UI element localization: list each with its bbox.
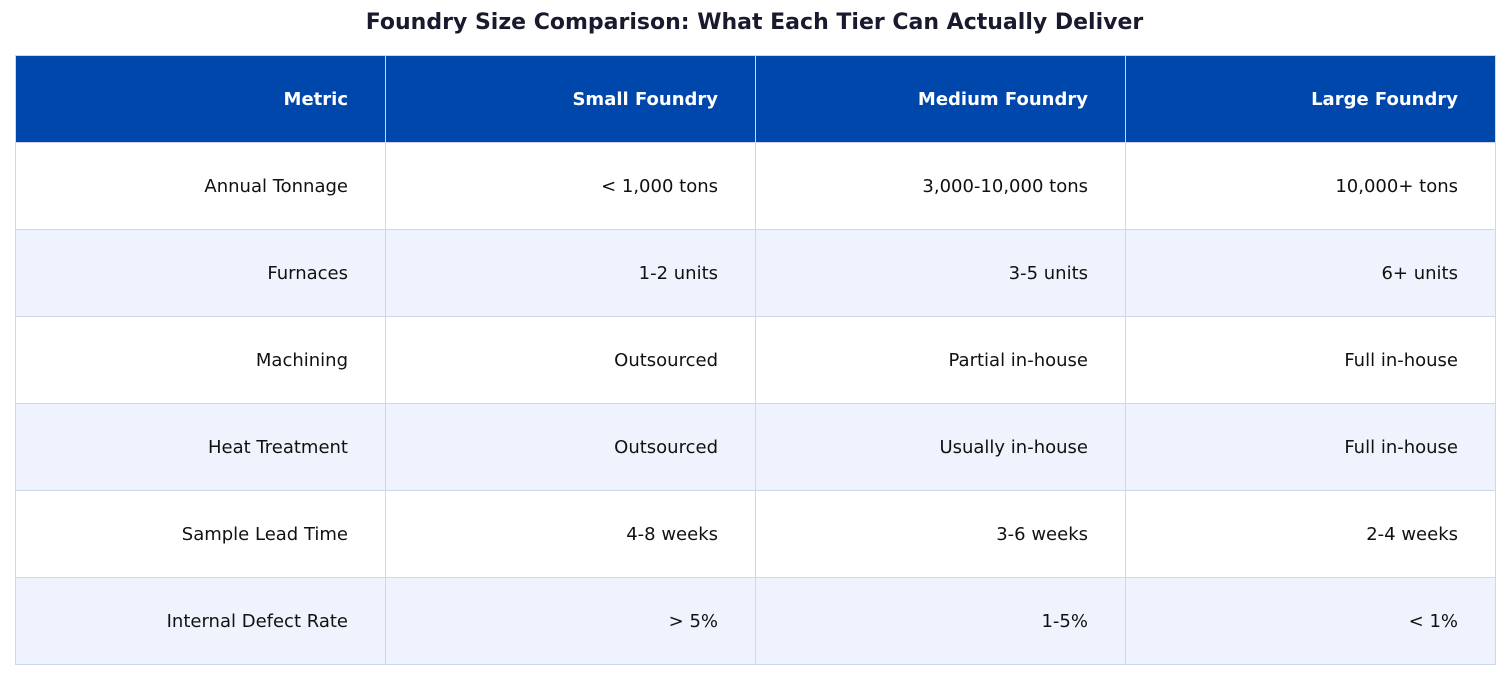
table-cell: 1-2 units: [385, 229, 756, 317]
row-label-cell: Furnaces: [15, 229, 386, 317]
table-row: Annual Tonnage < 1,000 tons 3,000-10,000…: [15, 142, 1496, 230]
table-cell: 6+ units: [1125, 229, 1496, 317]
row-label-cell: Heat Treatment: [15, 403, 386, 491]
chart-title: Foundry Size Comparison: What Each Tier …: [365, 10, 1144, 35]
table-row: Internal Defect Rate > 5% 1-5% < 1%: [15, 577, 1496, 665]
table-cell: 2-4 weeks: [1125, 490, 1496, 578]
table-cell: 1-5%: [755, 577, 1126, 665]
table-cell: Outsourced: [385, 316, 756, 404]
table-cell: Full in-house: [1125, 316, 1496, 404]
row-label-cell: Sample Lead Time: [15, 490, 386, 578]
header-cell-large: Large Foundry: [1125, 55, 1496, 143]
table-cell: < 1%: [1125, 577, 1496, 665]
table-cell: Outsourced: [385, 403, 756, 491]
table-cell: < 1,000 tons: [385, 142, 756, 230]
table-cell: Partial in-house: [755, 316, 1126, 404]
table-cell: Full in-house: [1125, 403, 1496, 491]
table-cell: 3-5 units: [755, 229, 1126, 317]
table-row: Furnaces 1-2 units 3-5 units 6+ units: [15, 229, 1496, 317]
table-cell: Usually in-house: [755, 403, 1126, 491]
header-row: Metric Small Foundry Medium Foundry Larg…: [15, 55, 1496, 143]
table-row: Machining Outsourced Partial in-house Fu…: [15, 316, 1496, 404]
table-cell: 3-6 weeks: [755, 490, 1126, 578]
table-cell: 3,000-10,000 tons: [755, 142, 1126, 230]
table-cell: 10,000+ tons: [1125, 142, 1496, 230]
row-label-cell: Internal Defect Rate: [15, 577, 386, 665]
header-cell-metric: Metric: [15, 55, 386, 143]
comparison-table: Metric Small Foundry Medium Foundry Larg…: [15, 55, 1496, 665]
table-row: Sample Lead Time 4-8 weeks 3-6 weeks 2-4…: [15, 490, 1496, 578]
table-cell: > 5%: [385, 577, 756, 665]
header-cell-small: Small Foundry: [385, 55, 756, 143]
row-label-cell: Annual Tonnage: [15, 142, 386, 230]
row-label-cell: Machining: [15, 316, 386, 404]
header-cell-medium: Medium Foundry: [755, 55, 1126, 143]
table-row: Heat Treatment Outsourced Usually in-hou…: [15, 403, 1496, 491]
table-cell: 4-8 weeks: [385, 490, 756, 578]
